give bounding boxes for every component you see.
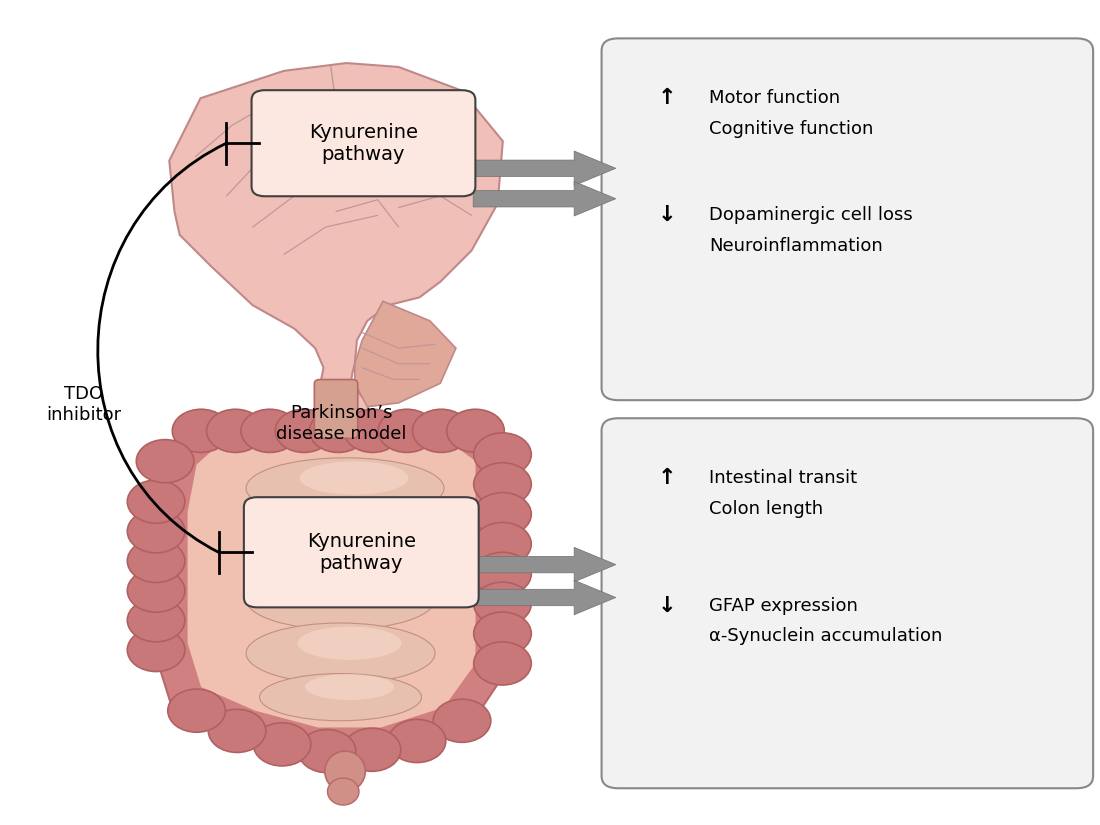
Circle shape [128,480,185,523]
Ellipse shape [305,674,394,700]
Ellipse shape [246,512,444,573]
Circle shape [168,689,225,733]
Text: Motor function: Motor function [710,89,840,107]
Circle shape [208,710,266,752]
Circle shape [128,629,185,672]
Ellipse shape [246,458,444,518]
Circle shape [433,699,491,742]
Text: Dopaminergic cell loss: Dopaminergic cell loss [710,206,913,224]
Circle shape [253,723,311,766]
Circle shape [378,409,436,452]
FancyBboxPatch shape [315,380,358,438]
Circle shape [275,409,333,452]
FancyArrow shape [473,182,616,216]
Circle shape [474,582,531,625]
Text: ↓: ↓ [658,596,676,615]
Ellipse shape [299,516,408,549]
Circle shape [474,463,531,506]
Circle shape [447,409,504,452]
Text: ↑: ↑ [658,469,676,488]
Text: α-Synuclein accumulation: α-Synuclein accumulation [710,627,943,645]
Ellipse shape [299,461,408,495]
Text: Intestinal transit: Intestinal transit [710,469,857,488]
Text: Kynurenine
pathway: Kynurenine pathway [307,532,416,573]
Ellipse shape [328,778,359,805]
Ellipse shape [260,673,421,721]
Text: Cognitive function: Cognitive function [710,120,873,138]
Text: ↓: ↓ [658,205,676,225]
FancyBboxPatch shape [252,90,475,196]
Text: GFAP expression: GFAP expression [710,596,858,615]
Ellipse shape [246,623,434,684]
Circle shape [343,728,400,771]
Circle shape [474,493,531,535]
Circle shape [412,409,470,452]
Circle shape [474,642,531,685]
Circle shape [388,719,446,762]
Circle shape [309,409,367,452]
Text: Neuroinflammation: Neuroinflammation [710,237,883,255]
Circle shape [474,612,531,655]
FancyBboxPatch shape [602,418,1093,788]
Text: TDO
inhibitor: TDO inhibitor [46,385,121,424]
Circle shape [298,729,355,773]
Circle shape [128,599,185,642]
Circle shape [128,569,185,612]
Circle shape [241,409,298,452]
FancyBboxPatch shape [602,39,1093,400]
Ellipse shape [298,573,402,606]
PathPatch shape [156,431,503,758]
Text: Colon length: Colon length [710,500,823,518]
Text: ↑: ↑ [658,88,676,108]
Circle shape [344,409,402,452]
FancyArrow shape [476,580,616,615]
Circle shape [128,510,185,553]
PathPatch shape [188,445,475,728]
Circle shape [128,540,185,582]
Circle shape [474,552,531,596]
Circle shape [207,409,264,452]
Ellipse shape [298,626,402,660]
PathPatch shape [169,63,503,438]
Ellipse shape [246,569,434,629]
Ellipse shape [324,751,365,791]
Circle shape [173,409,230,452]
PathPatch shape [355,301,455,407]
Circle shape [136,440,194,483]
Circle shape [474,433,531,476]
Circle shape [474,522,531,566]
Text: Kynurenine
pathway: Kynurenine pathway [309,123,418,163]
FancyBboxPatch shape [244,497,478,607]
FancyArrow shape [473,151,616,186]
Text: Parkinson’s
disease model: Parkinson’s disease model [276,404,407,443]
FancyArrow shape [476,547,616,582]
